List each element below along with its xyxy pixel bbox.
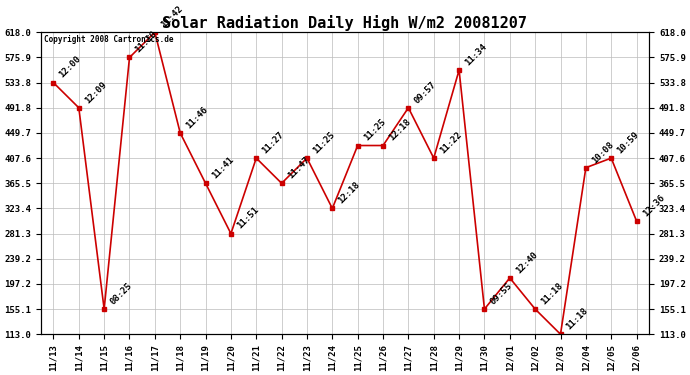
Text: 11:27: 11:27: [260, 130, 286, 155]
Text: 12:09: 12:09: [83, 80, 108, 105]
Text: 11:25: 11:25: [311, 130, 337, 155]
Text: 10:59: 10:59: [615, 130, 641, 155]
Text: 11:25: 11:25: [362, 117, 387, 143]
Text: 11:34: 11:34: [463, 42, 489, 67]
Text: 11:18: 11:18: [564, 306, 590, 332]
Text: 11:22: 11:22: [438, 130, 463, 155]
Text: 11:47: 11:47: [286, 155, 311, 180]
Text: 12:36: 12:36: [641, 193, 666, 218]
Text: 09:55: 09:55: [489, 281, 514, 306]
Text: 12:40: 12:40: [514, 250, 540, 275]
Text: 09:57: 09:57: [413, 80, 438, 105]
Text: 11:18: 11:18: [540, 281, 564, 306]
Text: 11:10: 11:10: [134, 29, 159, 55]
Title: Solar Radiation Daily High W/m2 20081207: Solar Radiation Daily High W/m2 20081207: [163, 15, 527, 31]
Text: 08:25: 08:25: [108, 281, 134, 306]
Text: 12:18: 12:18: [387, 117, 413, 143]
Text: 12:18: 12:18: [337, 180, 362, 206]
Text: 11:42: 11:42: [159, 4, 184, 30]
Text: 11:51: 11:51: [235, 206, 260, 231]
Text: 10:08: 10:08: [590, 140, 615, 165]
Text: 12:00: 12:00: [57, 54, 83, 80]
Text: Copyright 2008 Cartronics.de: Copyright 2008 Cartronics.de: [43, 35, 173, 44]
Text: 11:46: 11:46: [184, 105, 210, 130]
Text: 11:41: 11:41: [210, 155, 235, 180]
